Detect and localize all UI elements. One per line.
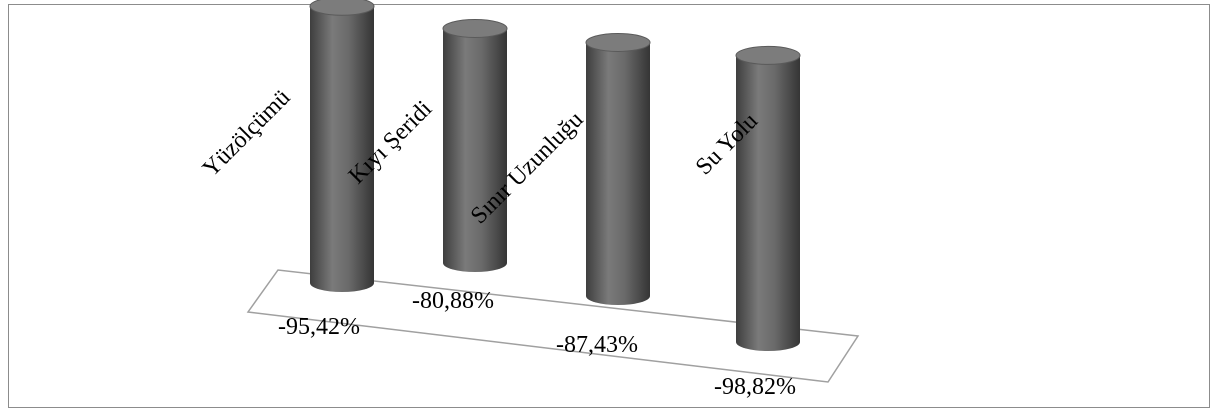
bar-4 (735, 45, 801, 352)
bars-layer (309, 0, 801, 352)
value-label-4: -98,82% (714, 374, 796, 400)
bar-3 (585, 32, 651, 305)
bar-top-4 (735, 45, 801, 65)
bar-top-3 (585, 32, 651, 52)
value-label-2: -80,88% (412, 288, 494, 314)
bar-body-2 (443, 28, 507, 273)
bar-body-3 (586, 42, 650, 305)
bar-body-1 (310, 6, 374, 292)
chart-floor (246, 269, 860, 383)
bar-body-4 (736, 55, 800, 352)
bar-2 (442, 18, 508, 273)
value-label-1: -95,42% (278, 314, 360, 340)
bar-top-2 (442, 18, 508, 38)
bar-1 (309, 0, 375, 292)
bar-top-1 (309, 0, 375, 16)
value-label-3: -87,43% (556, 332, 638, 358)
category-label-1: Yüzölçümü (198, 85, 296, 183)
